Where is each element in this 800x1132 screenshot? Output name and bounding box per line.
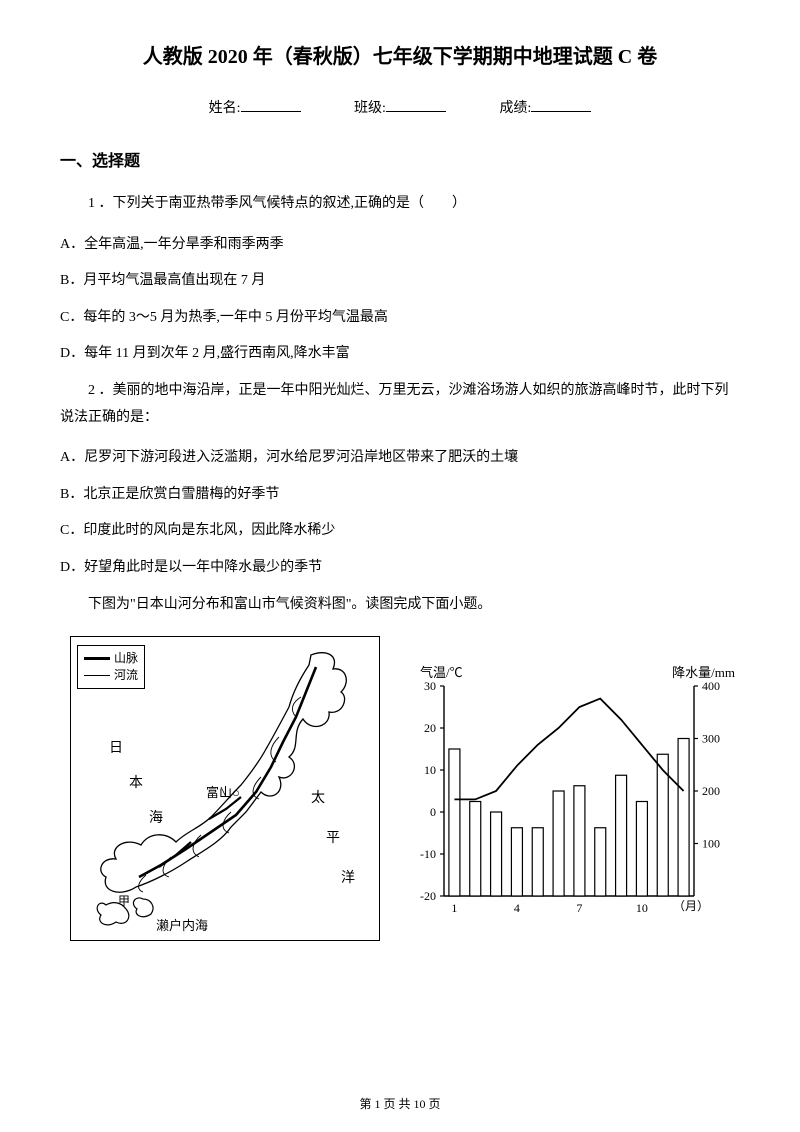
svg-text:300: 300 [702, 732, 720, 746]
month-unit: （月） [673, 897, 709, 914]
svg-text:0: 0 [430, 805, 436, 819]
q2-option-A: A．尼罗河下游河段进入泛滥期，河水给尼罗河沿岸地区带来了肥沃的土壤 [60, 445, 740, 472]
label-japansea-3: 海 [149, 807, 163, 827]
score-blank[interactable] [531, 111, 591, 112]
svg-text:-20: -20 [420, 889, 436, 903]
name-blank[interactable] [241, 111, 301, 112]
figure-intro: 下图为"日本山河分布和富山市气候资料图"。读图完成下面小题。 [60, 592, 740, 619]
svg-text:100: 100 [702, 837, 720, 851]
q1-stem: 1 ．下列关于南亚热带季风气候特点的叙述,正确的是（ ） [60, 191, 740, 218]
figures-row: 山脉 河流 日 本 海 富山○ 太 平 洋 甲 濑户内海 [60, 636, 740, 941]
score-label: 成绩: [499, 101, 531, 116]
svg-text:10: 10 [636, 901, 648, 915]
q1-option-A: A．全年高温,一年分旱季和雨季两季 [60, 232, 740, 259]
svg-text:10: 10 [424, 763, 436, 777]
label-pacific-2: 平 [326, 827, 340, 847]
svg-text:400: 400 [702, 679, 720, 693]
q1-option-B: B．月平均气温最高值出现在 7 月 [60, 268, 740, 295]
q2-stem: 2 ．美丽的地中海沿岸，正是一年中阳光灿烂、万里无云，沙滩浴场游人如织的旅游高峰… [60, 378, 740, 431]
svg-text:200: 200 [702, 784, 720, 798]
section-header: 一、选择题 [60, 147, 740, 171]
q1-option-D: D．每年 11 月到次年 2 月,盛行西南风,降水丰富 [60, 341, 740, 368]
svg-text:7: 7 [576, 901, 582, 915]
svg-text:30: 30 [424, 679, 436, 693]
label-pacific-1: 太 [311, 787, 325, 807]
label-japansea-1: 日 [109, 737, 123, 757]
climate-chart: 气温/℃ 降水量/mm 3020100-10-20 400300200100 1… [410, 656, 730, 936]
student-info: 姓名: 班级: 成绩: [60, 97, 740, 117]
japan-map: 山脉 河流 日 本 海 富山○ 太 平 洋 甲 濑户内海 [70, 636, 380, 941]
svg-text:20: 20 [424, 721, 436, 735]
label-pacific-3: 洋 [341, 867, 355, 887]
name-label: 姓名: [209, 101, 241, 116]
q2-option-B: B．北京正是欣赏白雪腊梅的好季节 [60, 482, 740, 509]
chart-svg: 3020100-10-20 400300200100 14710 [444, 686, 694, 896]
svg-text:1: 1 [451, 901, 457, 915]
class-label: 班级: [354, 101, 386, 116]
label-seto: 濑户内海 [156, 915, 208, 934]
page-title: 人教版 2020 年（春秋版）七年级下学期期中地理试题 C 卷 [60, 40, 740, 69]
q2-option-D: D．好望角此时是以一年中降水最少的季节 [60, 555, 740, 582]
chart-plot-area: 3020100-10-20 400300200100 14710 （月） [444, 686, 694, 896]
label-jia: 甲 [118, 892, 130, 909]
class-blank[interactable] [386, 111, 446, 112]
q2-option-C: C．印度此时的风向是东北风，因此降水稀少 [60, 518, 740, 545]
label-fushan: 富山○ [206, 782, 240, 801]
svg-text:-10: -10 [420, 847, 436, 861]
label-japansea-2: 本 [129, 772, 143, 792]
page-footer: 第 1 页 共 10 页 [0, 1095, 800, 1112]
q1-option-C: C．每年的 3～5 月为热季,一年中 5 月份平均气温最高 [60, 305, 740, 332]
svg-text:4: 4 [514, 901, 520, 915]
